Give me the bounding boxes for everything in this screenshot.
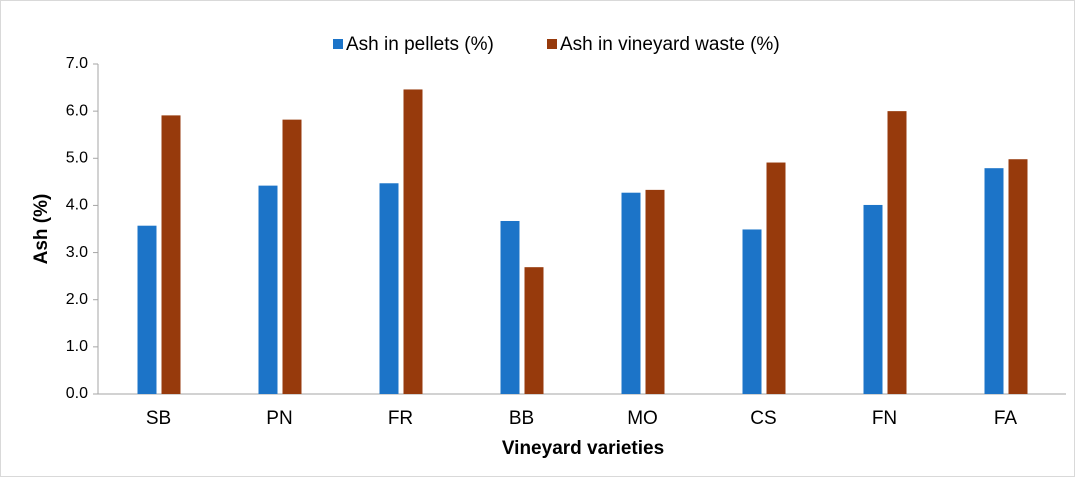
bar [645, 189, 665, 394]
y-axis-title: Ash (%) [31, 194, 52, 265]
bar [742, 229, 762, 394]
x-tick-label: MO [627, 408, 658, 429]
x-tick-label: BB [509, 408, 534, 429]
legend-label: Ash in vineyard waste (%) [560, 34, 780, 55]
bar [863, 204, 883, 394]
bar [258, 185, 278, 394]
x-tick-label: SB [146, 408, 171, 429]
bar [887, 111, 907, 395]
bar [403, 89, 423, 394]
legend-swatch [547, 39, 557, 49]
bar [984, 168, 1004, 394]
y-tick-label: 1.0 [66, 338, 88, 355]
y-tick-label: 7.0 [66, 55, 88, 72]
y-tick-label: 0.0 [66, 385, 88, 402]
legend-swatch [333, 39, 343, 49]
y-tick-label: 5.0 [66, 150, 88, 167]
legend-label: Ash in pellets (%) [346, 34, 494, 55]
x-axis-title: Vineyard varieties [502, 438, 664, 459]
y-tick-label: 2.0 [66, 291, 88, 308]
bar [766, 162, 786, 394]
bar [137, 225, 157, 394]
bar [500, 220, 520, 394]
y-tick-label: 3.0 [66, 244, 88, 261]
bar [621, 192, 641, 394]
bar [161, 115, 181, 394]
bar [524, 267, 544, 394]
bar [282, 119, 302, 394]
bar [1008, 159, 1028, 394]
x-tick-label: PN [266, 408, 292, 429]
bar [379, 183, 399, 394]
y-tick-label: 4.0 [66, 197, 88, 214]
x-tick-label: FA [994, 408, 1018, 429]
x-tick-label: FR [388, 408, 413, 429]
x-tick-label: FN [872, 408, 897, 429]
y-tick-label: 6.0 [66, 102, 88, 119]
x-tick-label: CS [750, 408, 776, 429]
